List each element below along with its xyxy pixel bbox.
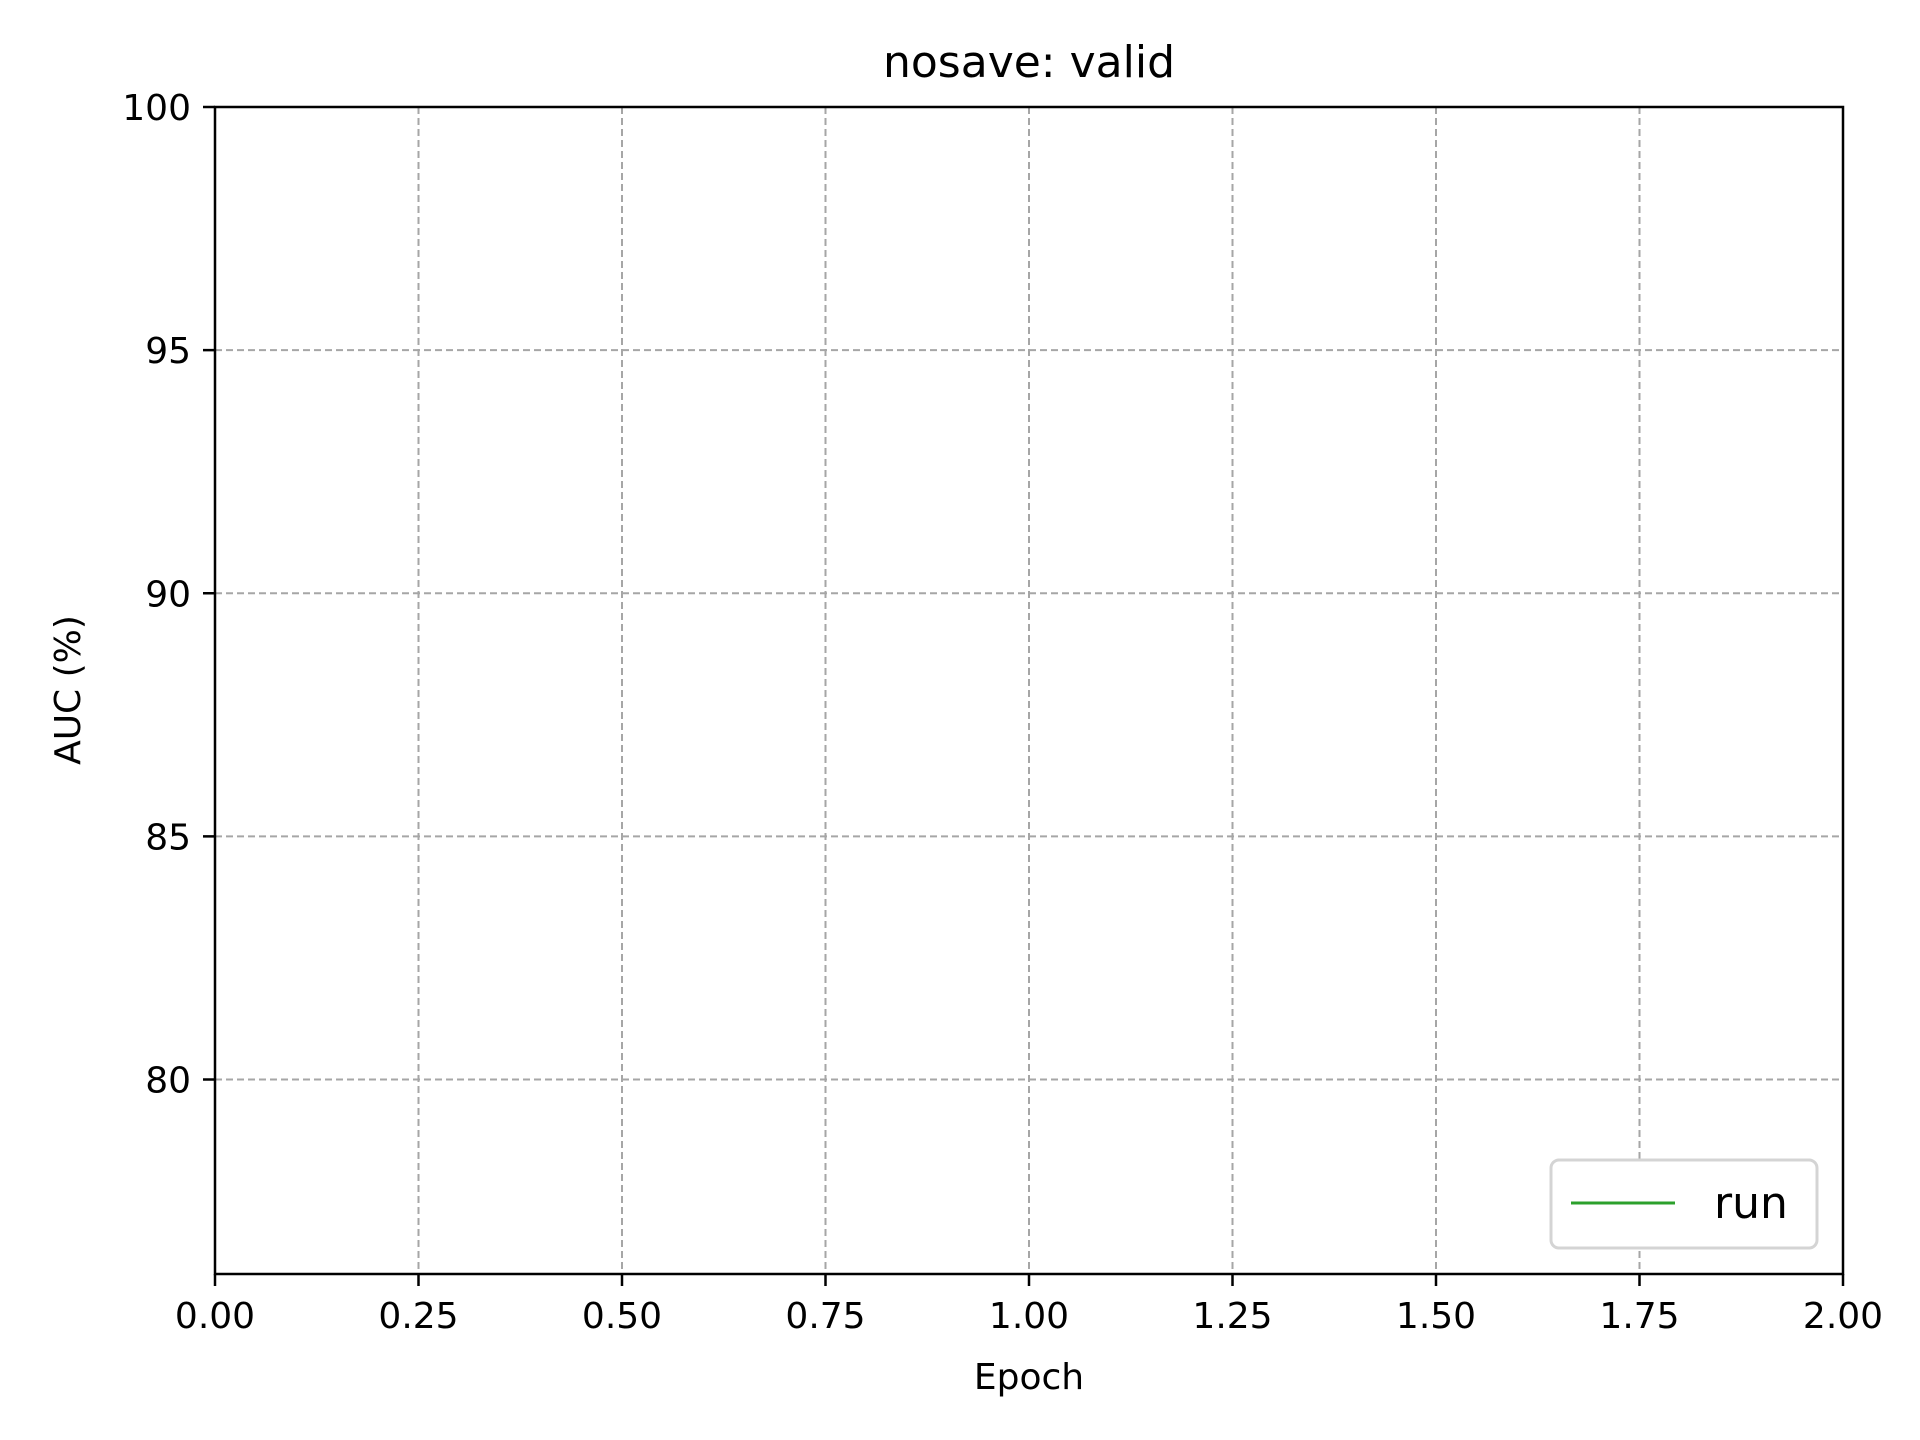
- x-axis-ticks: 0.00 0.25 0.50 0.75 1.00 1.25 1.50 1.75 2.00: [175, 1274, 1883, 1337]
- legend-label: run: [1714, 1178, 1788, 1229]
- x-tick-label: 1.75: [1599, 1296, 1679, 1337]
- x-axis-label: Epoch: [974, 1357, 1084, 1398]
- y-tick-label: 95: [145, 331, 191, 372]
- legend: run: [1549, 1158, 1819, 1250]
- chart-title: nosave: valid: [883, 37, 1175, 88]
- y-tick-label: 85: [145, 817, 191, 858]
- legend-frame: [1549, 1158, 1819, 1250]
- y-tick-label: 80: [145, 1061, 191, 1102]
- x-tick-label: 1.25: [1192, 1296, 1272, 1337]
- y-tick-label: 90: [145, 574, 191, 615]
- x-tick-label: 0.00: [175, 1296, 255, 1337]
- y-tick-label: 100: [122, 88, 191, 129]
- x-tick-label: 1.50: [1396, 1296, 1476, 1337]
- y-axis-ticks: 80 85 90 95 100: [122, 88, 215, 1102]
- x-tick-label: 2.00: [1803, 1296, 1883, 1337]
- x-tick-label: 0.75: [785, 1296, 865, 1337]
- x-tick-label: 0.50: [582, 1296, 662, 1337]
- x-tick-label: 1.00: [989, 1296, 1069, 1337]
- y-axis-label: AUC (%): [48, 615, 89, 765]
- x-tick-label: 0.25: [378, 1296, 458, 1337]
